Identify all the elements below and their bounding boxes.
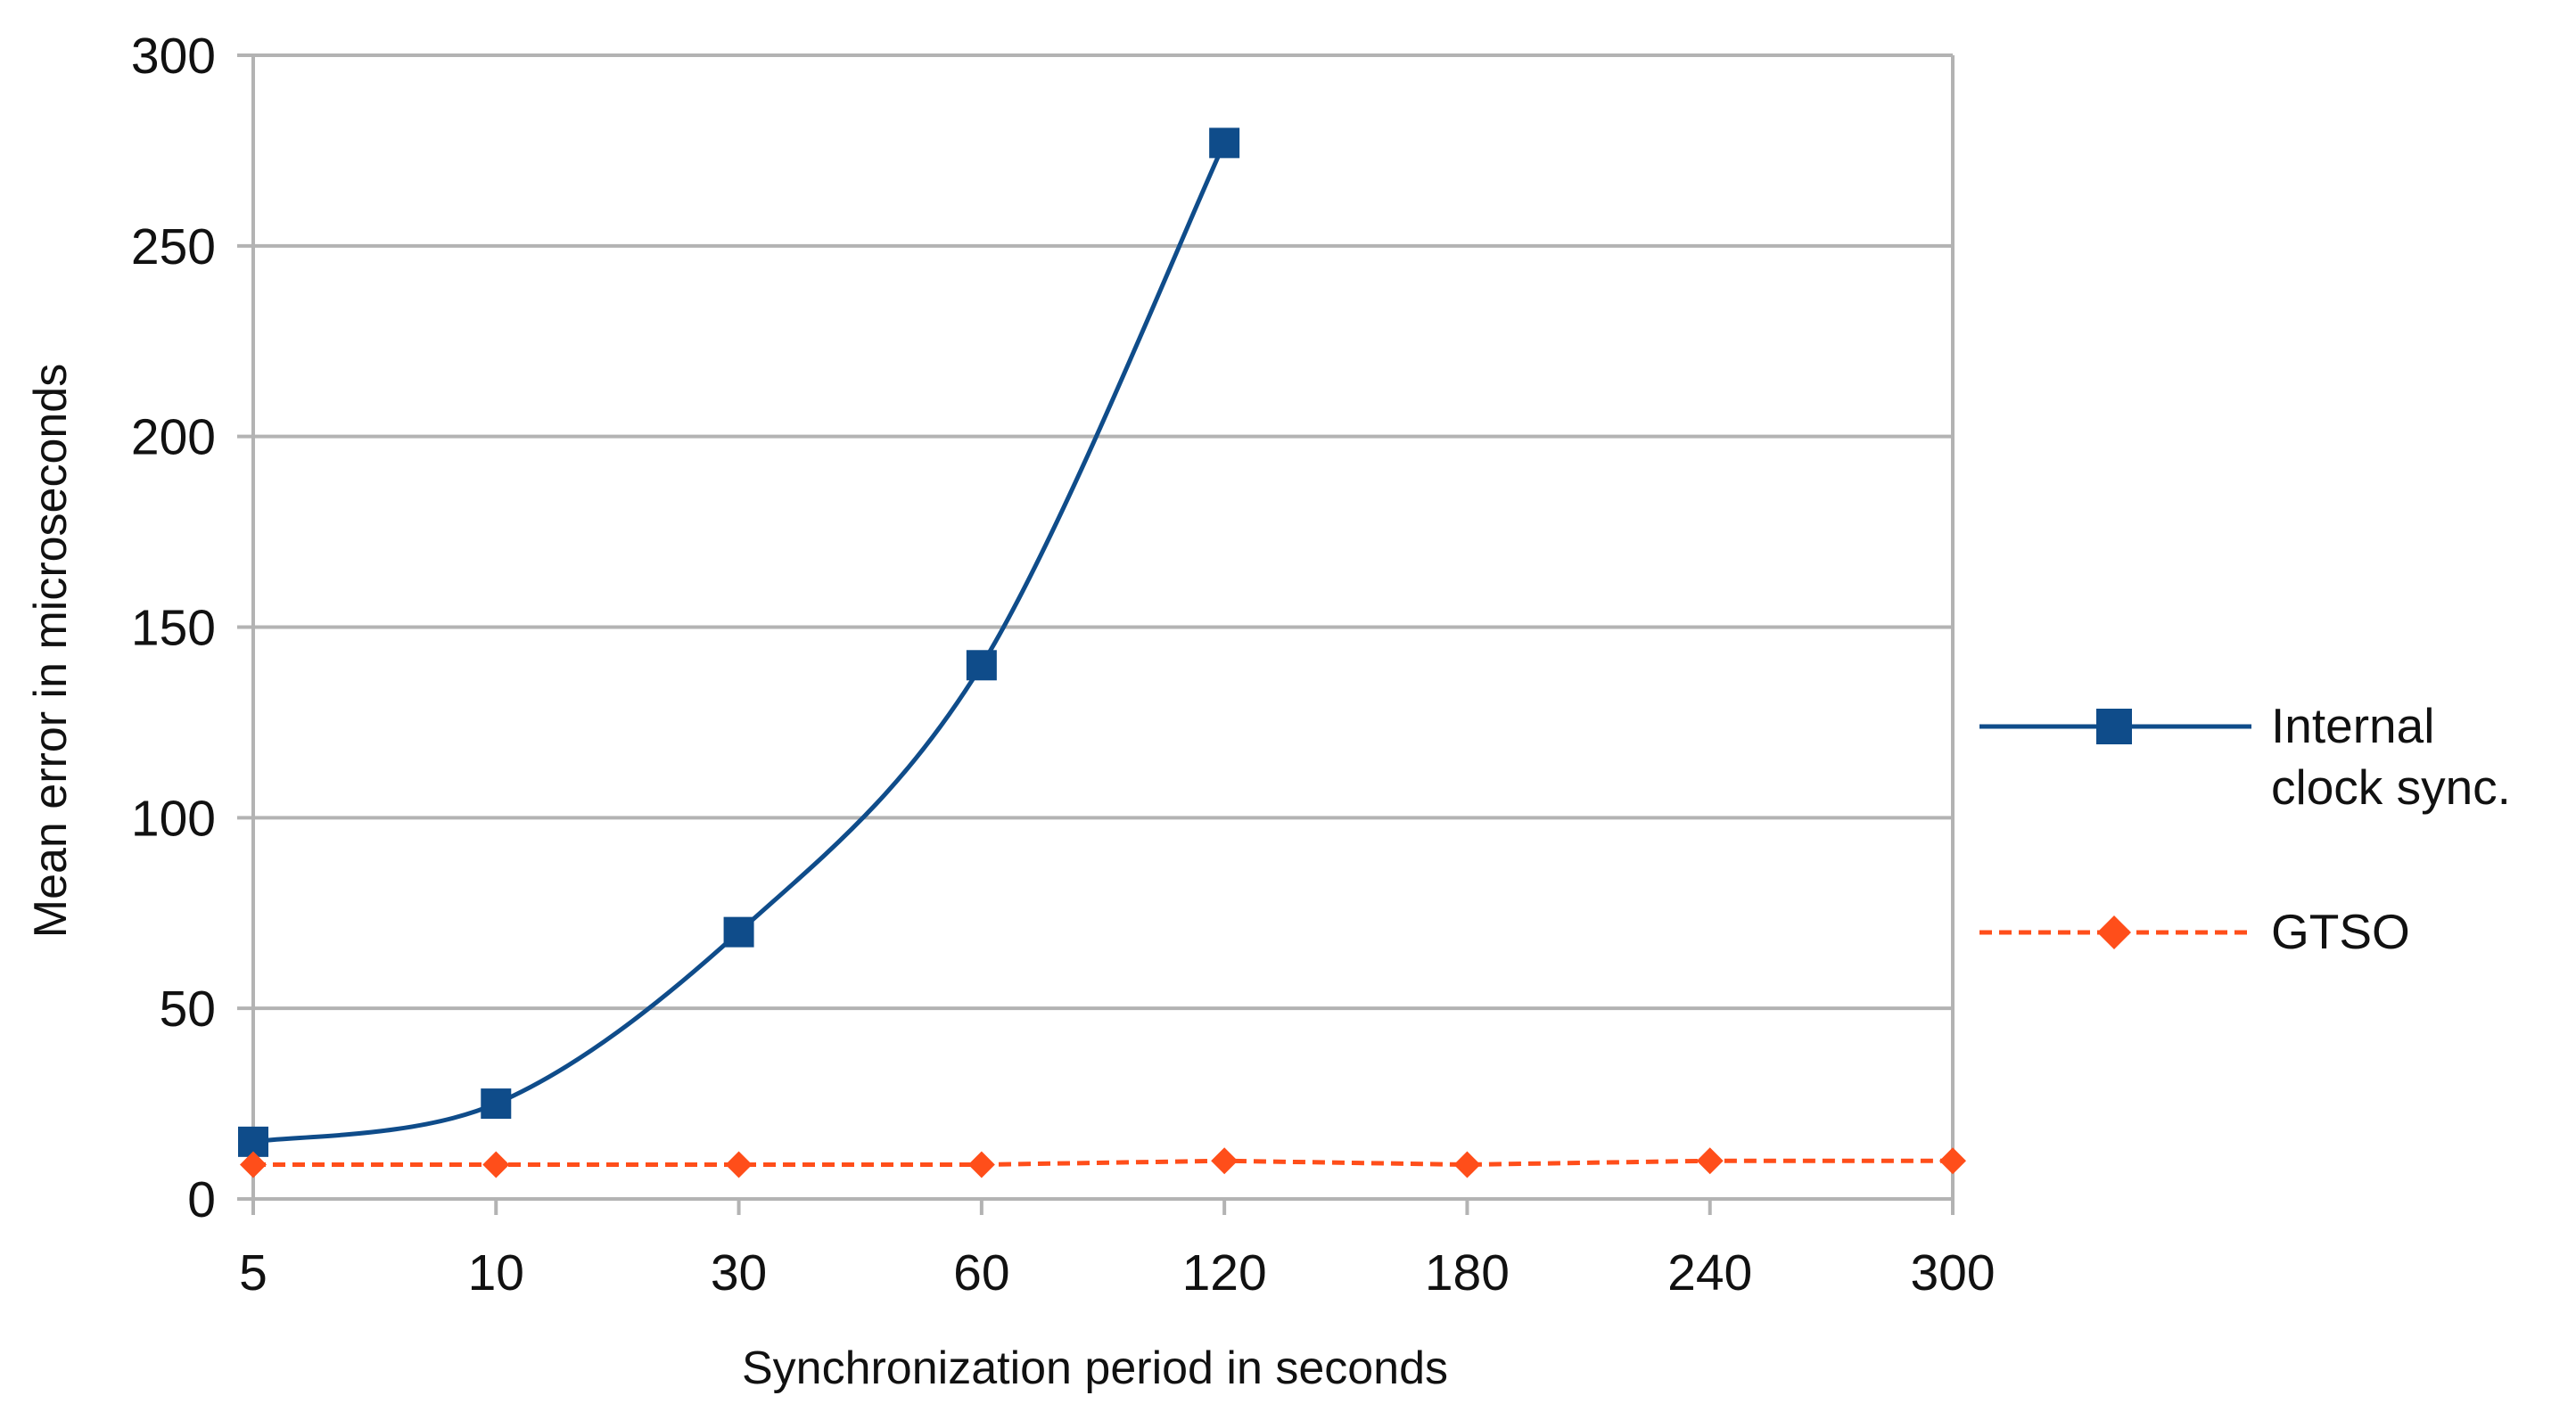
- plot-series: [238, 127, 1966, 1178]
- series-line-1: [253, 1158, 1953, 1168]
- y-tick-label-0: 0: [187, 1171, 216, 1228]
- legend: Internal clock sync. GTSO: [1979, 698, 2511, 959]
- x-axis-title: Synchronization period in seconds: [742, 1342, 1448, 1394]
- legend-label-line-1: Internal: [2271, 698, 2434, 753]
- legend-label-line-2: clock sync.: [2271, 759, 2511, 815]
- data-point-0-120: [1209, 127, 1240, 159]
- x-tick-label-120: 120: [1182, 1244, 1267, 1301]
- data-point-0-60: [966, 650, 997, 681]
- series-1: [240, 1147, 1966, 1178]
- y-tick-label-100: 100: [131, 790, 216, 847]
- data-point-1-120: [1211, 1147, 1239, 1175]
- y-tick-label-200: 200: [131, 409, 216, 466]
- legend-square-marker: [2096, 709, 2132, 744]
- legend-diamond-marker: [2097, 915, 2131, 949]
- legend-item-gtso: GTSO: [1979, 904, 2410, 959]
- x-tick-label-10: 10: [468, 1244, 524, 1301]
- series-0: [238, 127, 1240, 1157]
- gridlines: [237, 53, 1955, 1199]
- y-axis-title: Mean error in microseconds: [25, 364, 77, 938]
- data-point-1-30: [725, 1151, 753, 1178]
- data-point-1-10: [482, 1151, 510, 1178]
- x-tick-label-240: 240: [1667, 1244, 1752, 1301]
- tick-labels: 0 50 100 150 200 250 300 5 10 30 60 120 180 240 300: [131, 28, 1996, 1301]
- x-tick-label-5: 5: [239, 1244, 267, 1301]
- axes: [237, 55, 1955, 1215]
- series-line-0: [252, 142, 1227, 1145]
- y-tick-label-50: 50: [160, 981, 216, 1038]
- x-tick-label-60: 60: [953, 1244, 1009, 1301]
- x-tick-label-30: 30: [711, 1244, 767, 1301]
- y-tick-label-250: 250: [131, 218, 216, 275]
- data-point-0-30: [723, 916, 754, 948]
- y-tick-label-300: 300: [131, 28, 216, 85]
- legend-item-internal-clock-sync: Internal clock sync.: [1979, 698, 2511, 815]
- data-point-1-60: [967, 1151, 995, 1178]
- data-point-1-180: [1453, 1151, 1481, 1178]
- data-point-0-10: [481, 1088, 512, 1120]
- y-tick-label-150: 150: [131, 600, 216, 657]
- x-tick-label-180: 180: [1425, 1244, 1510, 1301]
- legend-label-gtso: GTSO: [2271, 904, 2410, 959]
- data-point-1-5: [240, 1151, 267, 1178]
- x-tick-label-300: 300: [1910, 1244, 1995, 1301]
- data-point-1-240: [1696, 1147, 1724, 1175]
- data-point-1-300: [1939, 1147, 1966, 1175]
